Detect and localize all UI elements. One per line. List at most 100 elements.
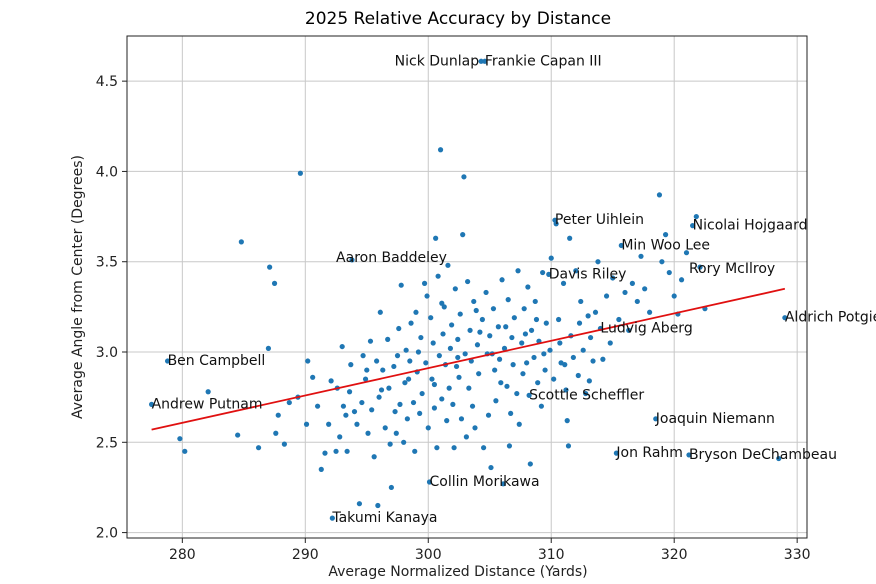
data-point xyxy=(326,421,332,427)
data-point xyxy=(505,297,511,303)
data-point xyxy=(521,306,527,312)
data-point xyxy=(607,340,613,346)
data-point xyxy=(452,286,458,292)
data-point xyxy=(511,315,517,321)
data-point xyxy=(590,358,596,364)
data-point xyxy=(575,372,581,379)
data-point xyxy=(238,239,244,245)
y-axis-label: Average Angle from Center (Degrees) xyxy=(70,155,86,419)
x-tick-label: 280 xyxy=(169,547,196,563)
data-point xyxy=(382,425,388,431)
data-point xyxy=(424,293,430,299)
data-point xyxy=(488,464,494,471)
data-point xyxy=(570,354,576,361)
data-point xyxy=(563,387,569,393)
data-point xyxy=(492,367,498,373)
x-tick-label: 320 xyxy=(661,547,688,563)
data-point xyxy=(376,394,382,400)
data-point xyxy=(499,277,505,283)
data-point xyxy=(462,351,468,357)
data-point xyxy=(516,421,522,427)
data-point xyxy=(446,385,452,391)
data-point xyxy=(638,253,644,259)
data-point xyxy=(656,192,663,198)
data-point xyxy=(501,345,508,351)
data-point xyxy=(473,307,479,314)
data-point xyxy=(164,358,171,364)
data-point xyxy=(622,289,628,296)
data-point xyxy=(255,445,262,451)
data-point xyxy=(405,376,412,382)
data-point xyxy=(407,358,413,364)
data-points xyxy=(148,58,788,521)
data-point xyxy=(329,515,335,521)
data-point xyxy=(364,367,370,373)
data-point xyxy=(305,358,311,364)
data-point xyxy=(429,376,435,382)
data-point xyxy=(776,455,782,462)
data-point xyxy=(356,501,363,507)
data-point xyxy=(408,320,414,326)
data-point xyxy=(354,421,360,427)
data-point xyxy=(629,280,635,286)
data-point xyxy=(557,340,563,346)
y-tick-label: 3.0 xyxy=(96,345,118,361)
data-point xyxy=(458,416,465,422)
data-point xyxy=(509,334,515,341)
data-point xyxy=(375,502,381,509)
data-point xyxy=(455,354,461,361)
annotation-label: Collin Morikawa xyxy=(429,474,539,490)
data-point xyxy=(469,403,476,409)
data-point xyxy=(613,450,620,456)
data-point xyxy=(403,347,409,353)
data-point xyxy=(683,250,690,256)
data-point xyxy=(436,353,442,359)
data-point xyxy=(653,416,659,422)
data-point xyxy=(525,284,531,290)
data-point xyxy=(465,278,471,285)
data-point xyxy=(686,452,692,458)
data-point xyxy=(397,401,403,407)
annotation-label: Min Woo Lee xyxy=(621,237,710,253)
data-point xyxy=(419,390,425,397)
x-tick-label: 290 xyxy=(292,547,319,563)
data-point xyxy=(410,399,417,406)
data-point xyxy=(348,362,354,368)
data-point xyxy=(461,174,467,180)
data-point xyxy=(519,340,525,346)
data-point xyxy=(515,268,521,274)
data-point xyxy=(526,392,532,398)
data-point xyxy=(371,454,377,460)
data-point xyxy=(431,405,438,411)
data-point xyxy=(401,439,407,445)
data-point xyxy=(148,401,155,407)
annotation-label: Nick Dunlap xyxy=(395,53,480,69)
data-point xyxy=(377,309,383,315)
data-point xyxy=(576,320,583,326)
data-point xyxy=(444,418,450,424)
data-point xyxy=(398,282,404,288)
annotation-label: Joaquin Niemann xyxy=(655,411,775,427)
data-point xyxy=(267,264,273,270)
data-point xyxy=(476,371,482,377)
data-point xyxy=(346,389,353,395)
data-point xyxy=(556,316,562,323)
data-point xyxy=(340,403,347,409)
annotation-label: Aldrich Potgieter xyxy=(785,310,876,326)
data-point xyxy=(431,381,438,388)
data-point xyxy=(404,416,410,422)
data-point xyxy=(477,329,483,335)
x-axis-label: Average Normalized Distance (Yards) xyxy=(328,564,587,580)
data-point xyxy=(386,385,392,391)
data-point xyxy=(396,325,402,332)
data-point xyxy=(344,448,350,454)
data-point xyxy=(580,347,586,353)
data-point xyxy=(560,280,567,286)
data-point xyxy=(541,351,547,357)
data-point xyxy=(642,286,648,292)
data-point xyxy=(467,327,473,333)
data-point xyxy=(433,235,439,241)
data-point xyxy=(603,293,610,299)
data-point xyxy=(339,343,345,350)
data-point xyxy=(369,407,375,413)
